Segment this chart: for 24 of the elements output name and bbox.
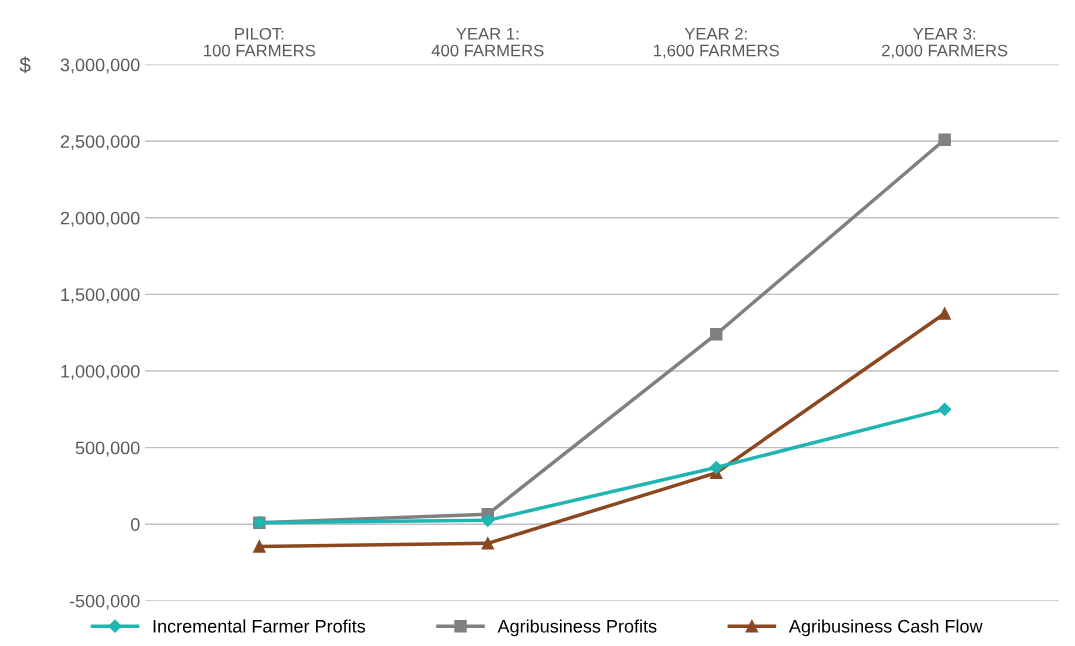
y-tick-label: 1,500,000 xyxy=(61,288,140,304)
y-tick-label: 3,000,000 xyxy=(60,58,140,74)
point xyxy=(938,307,951,320)
point xyxy=(481,513,495,527)
x-tick-label: PILOT: 100 FARMERS xyxy=(204,27,316,57)
y-tick-label: 2,500,000 xyxy=(60,135,140,151)
point xyxy=(709,460,723,475)
y-tick-label: 0 xyxy=(130,518,140,531)
point xyxy=(481,537,495,550)
legend-label: Agribusiness Profits xyxy=(497,619,657,637)
y-axis-title: $ xyxy=(19,56,31,74)
y-tick-label: -500,000 xyxy=(69,594,140,610)
point xyxy=(709,327,723,341)
point xyxy=(253,540,266,553)
legend-label: Agribusiness Cash Flow xyxy=(788,619,983,637)
y-tick-label: 2,000,000 xyxy=(60,211,140,227)
x-tick-label: YEAR 3: 2,000 FARMERS xyxy=(882,27,1008,59)
y-tick-label: 1,000,000 xyxy=(61,364,140,380)
point xyxy=(938,402,952,416)
y-tick-label: 500,000 xyxy=(75,441,140,457)
x-tick-label: YEAR 1: 400 FARMERS xyxy=(431,28,544,57)
point xyxy=(938,133,951,146)
x-tick-label: YEAR 2: 1,600 FARMERS xyxy=(654,27,779,59)
legend-label: Incremental Farmer Profits xyxy=(153,619,366,633)
